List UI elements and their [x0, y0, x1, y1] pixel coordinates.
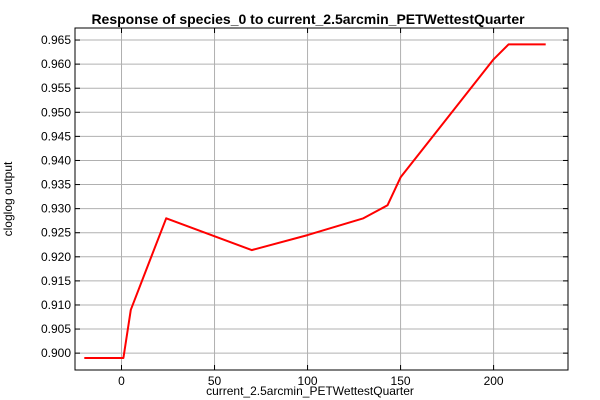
- y-tick-label: 0.920: [41, 250, 71, 264]
- x-tick-label: 50: [208, 374, 222, 388]
- y-tick-label: 0.900: [41, 346, 71, 360]
- x-tick-label: 0: [118, 374, 125, 388]
- plot-frame: [74, 27, 569, 371]
- y-tick-label: 0.915: [41, 274, 71, 288]
- y-tick-label: 0.960: [41, 57, 71, 71]
- y-tick-label: 0.945: [41, 129, 71, 143]
- ticks-layer: 0 50 100 150 200 0.900 0.905 0.910 0.915 0.920 0.9…: [41, 28, 568, 388]
- y-tick-label: 0.955: [41, 81, 71, 95]
- y-tick-label: 0.950: [41, 105, 71, 119]
- y-tick-label: 0.910: [41, 298, 71, 312]
- y-tick-label: 0.935: [41, 178, 71, 192]
- series-layer: [84, 43, 546, 359]
- chart-title: Response of species_0 to current_2.5arcm…: [91, 11, 525, 27]
- series-line: [84, 43, 546, 359]
- y-tick-label: 0.930: [41, 202, 71, 216]
- y-tick-label: 0.905: [41, 322, 71, 336]
- y-axis-label: cloglog output: [1, 161, 15, 236]
- x-tick-label: 100: [298, 374, 318, 388]
- y-tick-label: 0.925: [41, 226, 71, 240]
- grid-lines: [75, 28, 568, 370]
- x-tick-label: 200: [484, 374, 504, 388]
- x-tick-label: 150: [391, 374, 411, 388]
- y-tick-label: 0.965: [41, 33, 71, 47]
- y-tick-label: 0.940: [41, 153, 71, 167]
- x-axis-label: current_2.5arcmin_PETWettestQuarter: [206, 384, 414, 398]
